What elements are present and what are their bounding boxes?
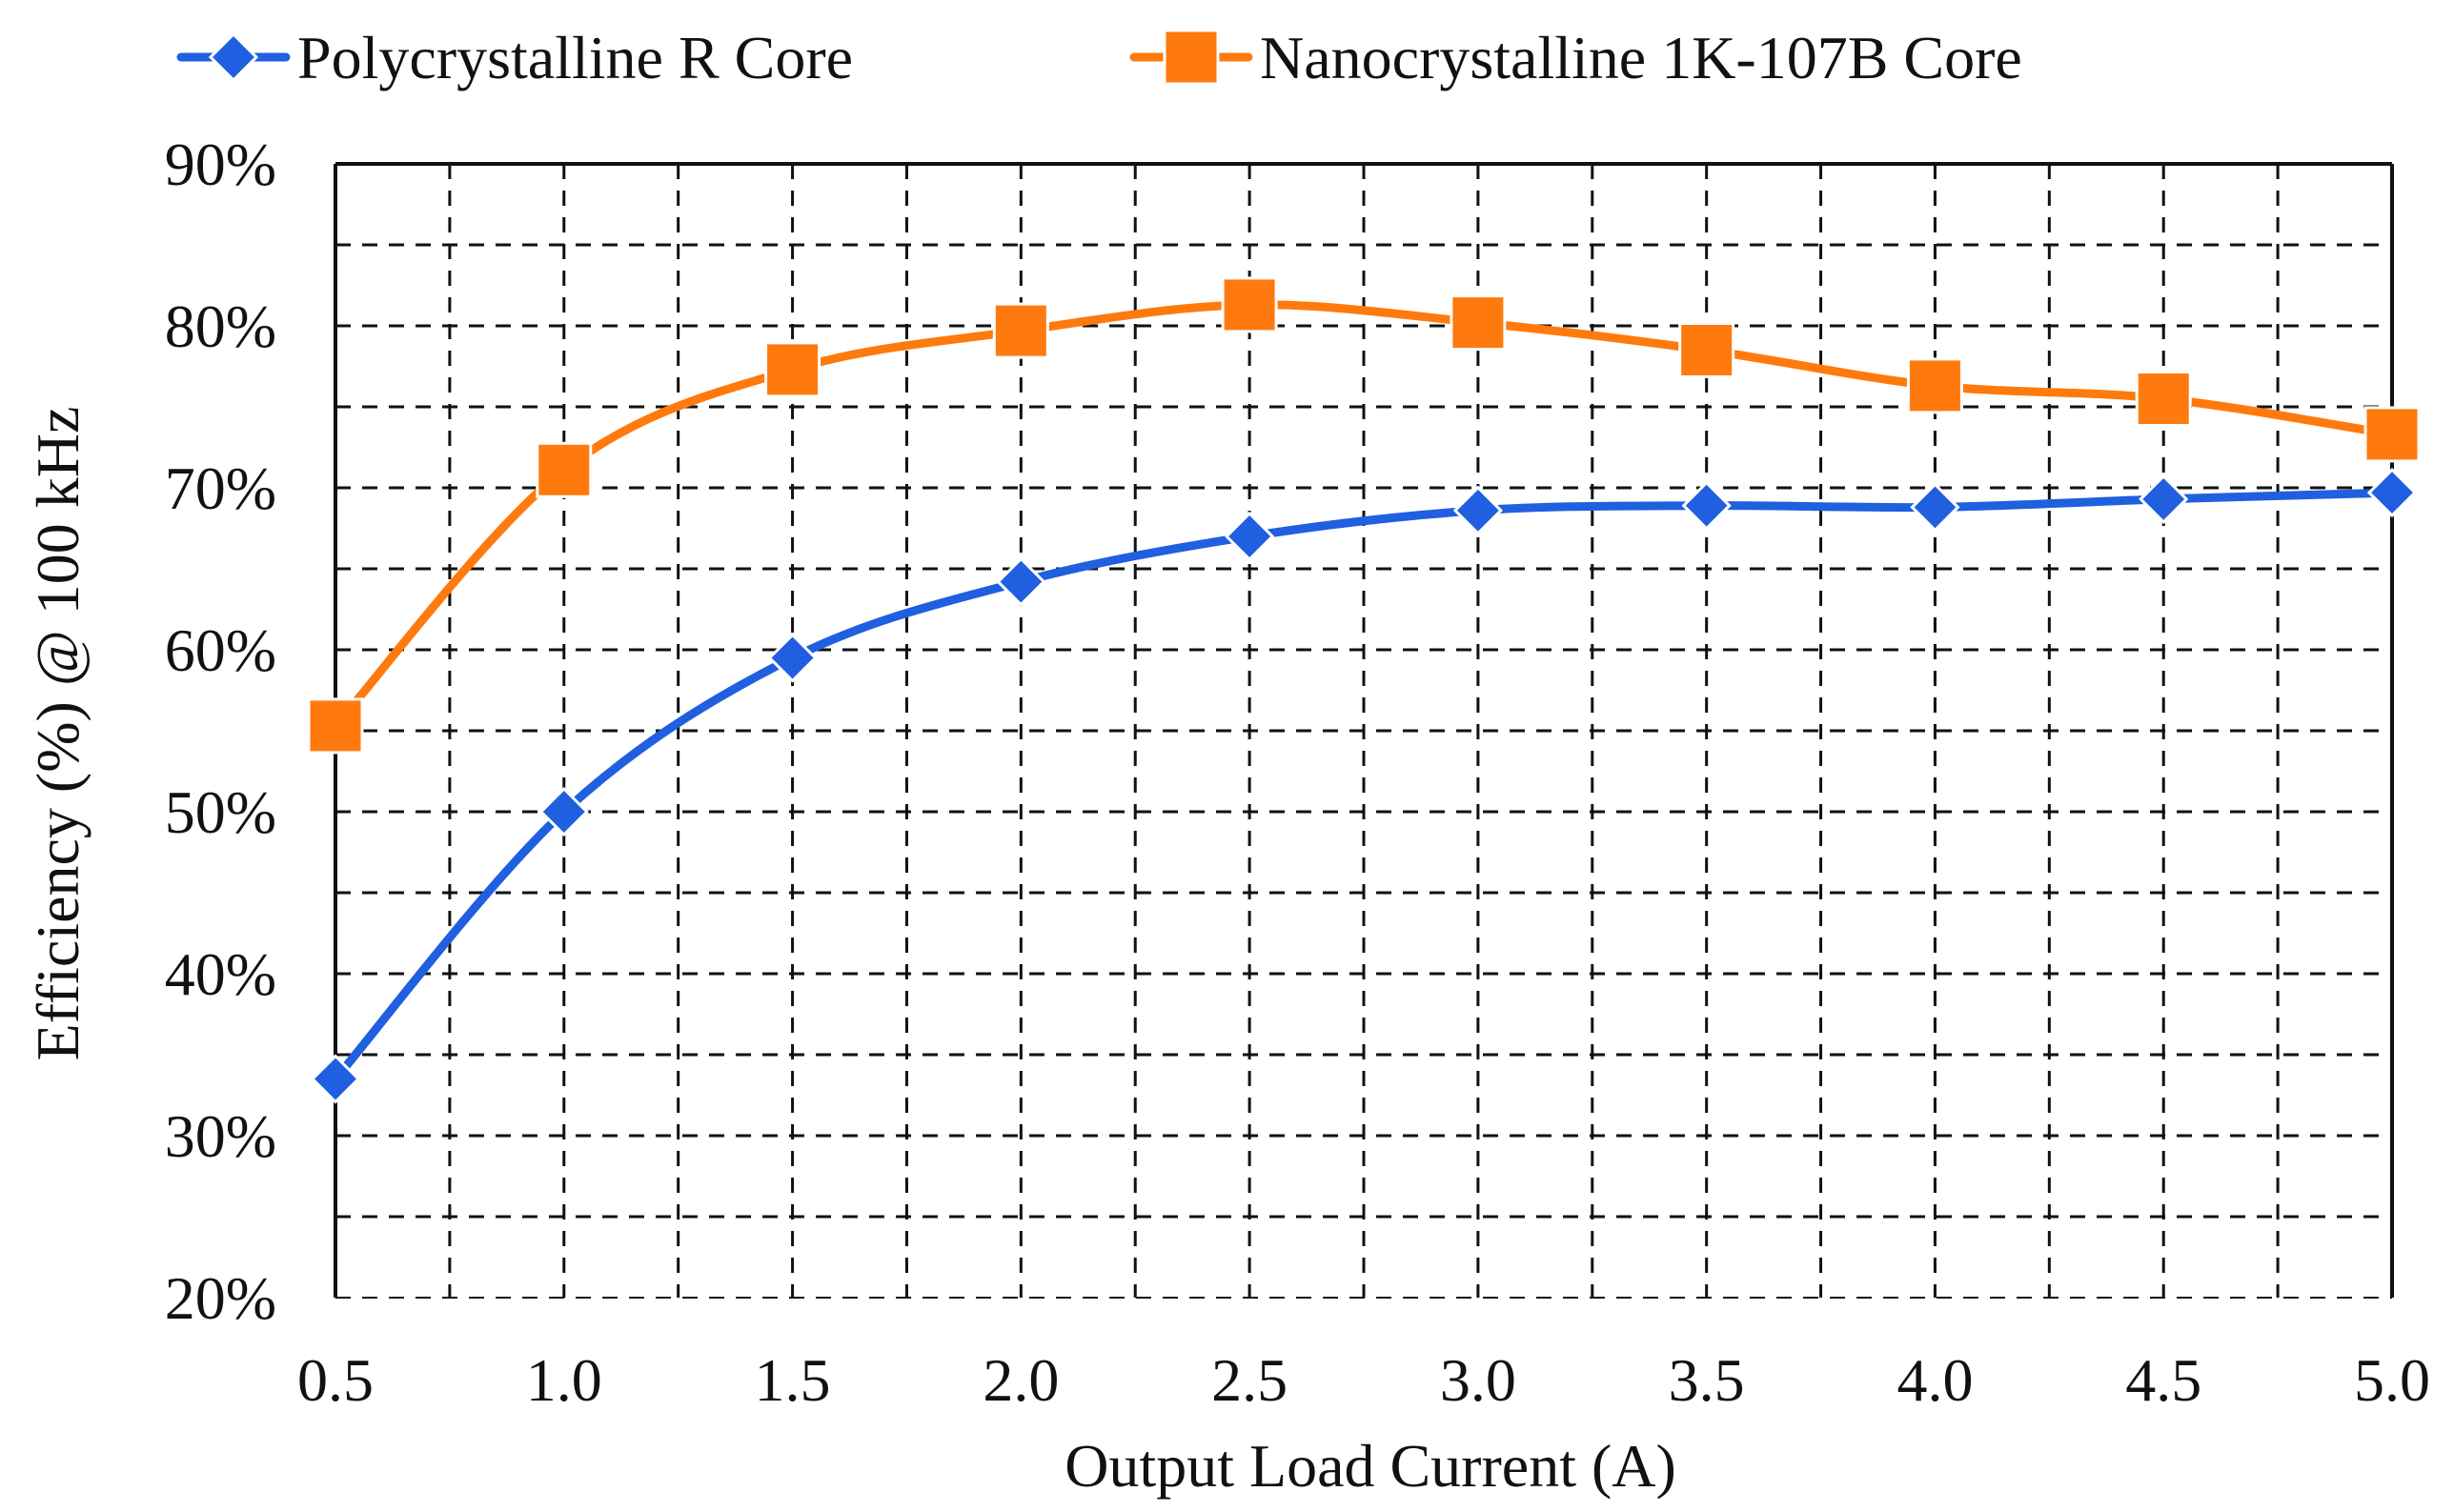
data-point-diamond <box>1452 485 1504 535</box>
y-tick-label: 30% <box>165 1102 276 1170</box>
y-tick-label: 70% <box>165 454 276 522</box>
x-tick-label: 0.5 <box>297 1346 374 1414</box>
data-point-diamond <box>996 556 1046 607</box>
x-tick-label: 1.0 <box>526 1346 602 1414</box>
tick-labels: 20% 30% 40% 50% 60% 70% 80% 90% 0.5 1.0 1.5 2.0 2.5 3… <box>165 131 2430 1414</box>
data-point-diamond <box>2139 474 2189 525</box>
y-axis-title: Efficiency (%) @ 100 kHz <box>24 407 91 1061</box>
legend: Polycrystalline R Core Nanocrystalline 1K… <box>176 24 2022 91</box>
data-point-diamond <box>767 633 818 683</box>
series-2 <box>307 276 2421 755</box>
data-point-square <box>1450 294 1507 352</box>
y-tick-label: 20% <box>165 1264 276 1332</box>
legend-item-2: Nanocrystalline 1K-107B Core <box>1129 24 2022 91</box>
data-point-diamond <box>310 1054 361 1104</box>
data-point-square <box>1906 357 1963 414</box>
data-point-square <box>2363 406 2421 463</box>
x-tick-label: 3.0 <box>1440 1346 1516 1414</box>
y-tick-label: 90% <box>165 131 276 198</box>
legend-label: Nanocrystalline 1K-107B Core <box>1260 24 2022 91</box>
x-axis-title: Output Load Current (A) <box>1065 1432 1676 1500</box>
data-point-square <box>992 302 1049 359</box>
y-tick-label: 60% <box>165 616 276 684</box>
x-tick-label: 4.5 <box>2125 1346 2201 1414</box>
legend-marker <box>208 31 259 83</box>
series-line <box>331 300 2397 731</box>
legend-marker <box>1163 29 1220 86</box>
legend-label: Polycrystalline R Core <box>297 24 853 91</box>
data-point-diamond <box>1681 480 1732 531</box>
series-line <box>331 488 2397 1083</box>
x-tick-label: 4.0 <box>1896 1346 1973 1414</box>
x-tick-label: 3.5 <box>1669 1346 1745 1414</box>
data-point-square <box>1678 322 1735 378</box>
data-point-diamond <box>2366 467 2418 518</box>
y-tick-label: 80% <box>165 292 276 360</box>
x-tick-label: 2.0 <box>983 1346 1059 1414</box>
data-point-square <box>764 341 821 398</box>
series-1 <box>310 467 2418 1104</box>
series <box>307 276 2421 1104</box>
data-point-square <box>536 441 593 498</box>
legend-item-1: Polycrystalline R Core <box>176 24 853 91</box>
y-tick-label: 50% <box>165 778 276 846</box>
data-point-diamond <box>1910 482 1960 533</box>
x-tick-label: 2.5 <box>1211 1346 1288 1414</box>
data-point-diamond <box>538 786 589 837</box>
data-point-diamond <box>1224 511 1275 562</box>
data-point-square <box>307 697 364 755</box>
x-tick-label: 5.0 <box>2354 1346 2430 1414</box>
data-point-square <box>2135 371 2192 427</box>
y-tick-label: 40% <box>165 940 276 1008</box>
data-point-square <box>1221 276 1278 333</box>
x-tick-label: 1.5 <box>755 1346 831 1414</box>
grid <box>335 164 2392 1298</box>
